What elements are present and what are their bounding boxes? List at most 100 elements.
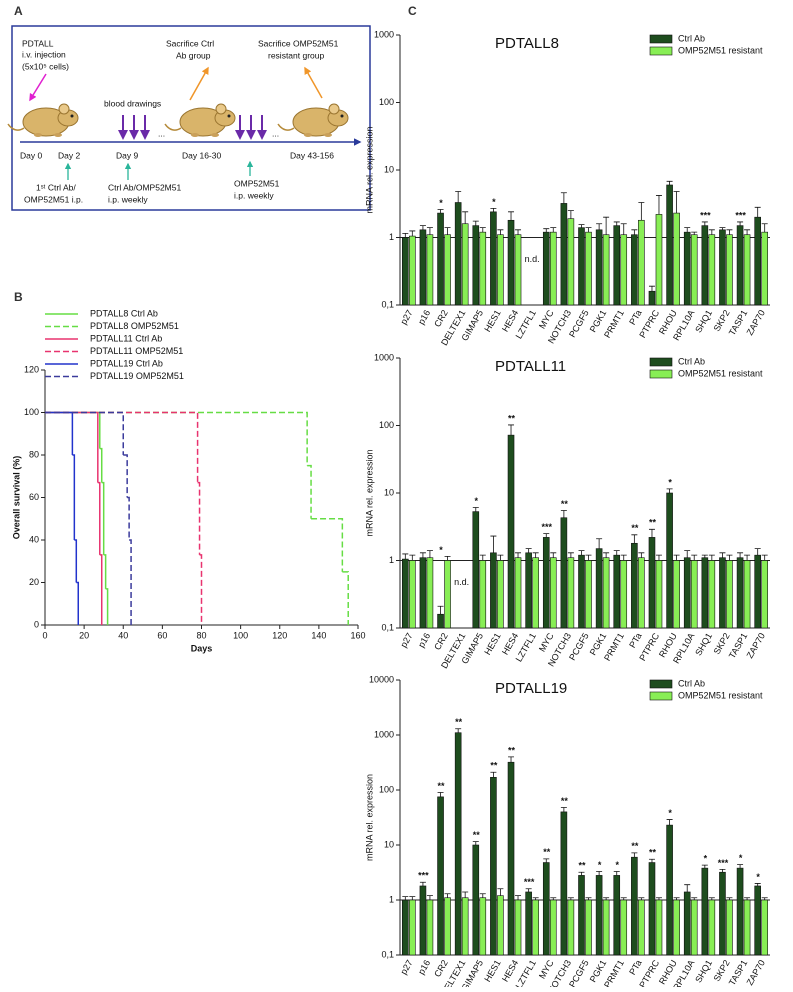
injection-arrow (29, 73, 47, 102)
bar (402, 899, 409, 956)
survival-step (101, 481, 105, 555)
significance-label: *** (700, 210, 711, 220)
legend-swatch (649, 46, 673, 56)
error-bar (550, 897, 557, 900)
ellipsis: ... (158, 128, 165, 138)
bar (490, 777, 497, 956)
legend-label: OMP52M51 resistant (678, 368, 763, 378)
bar (743, 560, 751, 629)
error-bar (673, 554, 680, 561)
legend-label: PDTALL19 Ctrl Ab (90, 358, 163, 368)
bar (560, 811, 568, 956)
bar (655, 899, 663, 956)
bar (666, 492, 673, 629)
bar (549, 231, 557, 306)
bar (585, 560, 592, 629)
bar (631, 542, 638, 629)
sacrifice-arrow (304, 66, 323, 99)
x-tick-label: p16 (416, 958, 432, 976)
bar (708, 899, 716, 956)
error-bar (402, 553, 409, 560)
day-label: Day 9 (116, 150, 138, 160)
bar (514, 557, 522, 629)
bar (490, 552, 497, 629)
bar (525, 552, 532, 629)
error-bar (409, 554, 416, 561)
legend-swatch (649, 34, 673, 44)
bar (490, 211, 497, 306)
error-bar (560, 192, 567, 204)
significance-label: * (704, 854, 708, 864)
treatment-arrows (64, 160, 254, 180)
bar (701, 557, 709, 629)
survival-step (127, 496, 130, 540)
error-bar (585, 554, 592, 561)
significance-label: ** (631, 523, 639, 533)
legend-swatch (649, 369, 673, 379)
bar (701, 225, 709, 306)
error-bar (479, 554, 486, 561)
significance-label: *** (418, 871, 429, 881)
bar (595, 875, 603, 956)
x-tick-label: 60 (157, 630, 167, 640)
bar (683, 891, 691, 956)
bar (648, 537, 656, 629)
bar (479, 897, 487, 956)
bar (613, 225, 621, 306)
bar (648, 862, 656, 956)
bar (507, 219, 515, 306)
sacrifice-text: Sacrifice Ctrl (166, 38, 214, 48)
bar (525, 891, 532, 956)
bar (578, 554, 585, 629)
annotation: n.d. (525, 254, 540, 264)
significance-label: * (439, 545, 443, 555)
day-label: Day 16-30 (182, 150, 221, 160)
bar (444, 560, 451, 629)
bar (507, 761, 515, 956)
bar (631, 856, 638, 956)
error-bar (490, 535, 497, 553)
bar (690, 234, 698, 306)
bar (472, 844, 480, 956)
x-tick-label: SHQ1 (693, 308, 714, 334)
sacrifice-text: resistant group (268, 50, 324, 60)
survival-step (129, 539, 132, 625)
bar (454, 732, 462, 956)
error-bar (550, 227, 557, 233)
error-bar (437, 605, 444, 615)
significance-label: ** (490, 761, 498, 771)
survival-step (74, 539, 78, 583)
bar (736, 225, 744, 306)
chart-title: PDTALL11 (495, 358, 566, 375)
survival-step (342, 571, 349, 625)
error-bar (631, 852, 638, 858)
significance-label: ** (649, 518, 657, 528)
bar (754, 216, 761, 306)
error-bar (472, 841, 479, 845)
error-bar (655, 195, 662, 215)
bar (602, 899, 610, 956)
y-tick-label: 100 (379, 420, 394, 430)
legend-swatch (649, 357, 673, 367)
bar (567, 557, 575, 629)
bar (620, 234, 628, 306)
survival-step (123, 454, 128, 498)
bar (638, 557, 645, 629)
bar (542, 537, 550, 629)
bar (542, 231, 550, 306)
y-tick-label: 100 (379, 97, 394, 107)
bar (631, 234, 638, 306)
error-bar (620, 554, 627, 561)
error-bar (691, 231, 698, 235)
legend-label: PDTALL19 OMP52M51 (90, 371, 184, 381)
significance-label: ** (438, 781, 446, 791)
treatment-text: i.p. weekly (234, 190, 274, 200)
error-bar (560, 807, 567, 812)
error-bar (620, 897, 627, 900)
error-bar (673, 897, 680, 900)
error-bar (409, 896, 416, 900)
legend-swatch (649, 691, 673, 701)
x-tick-label: SHQ1 (693, 958, 714, 984)
treatment-text: OMP52M51 (234, 178, 280, 188)
